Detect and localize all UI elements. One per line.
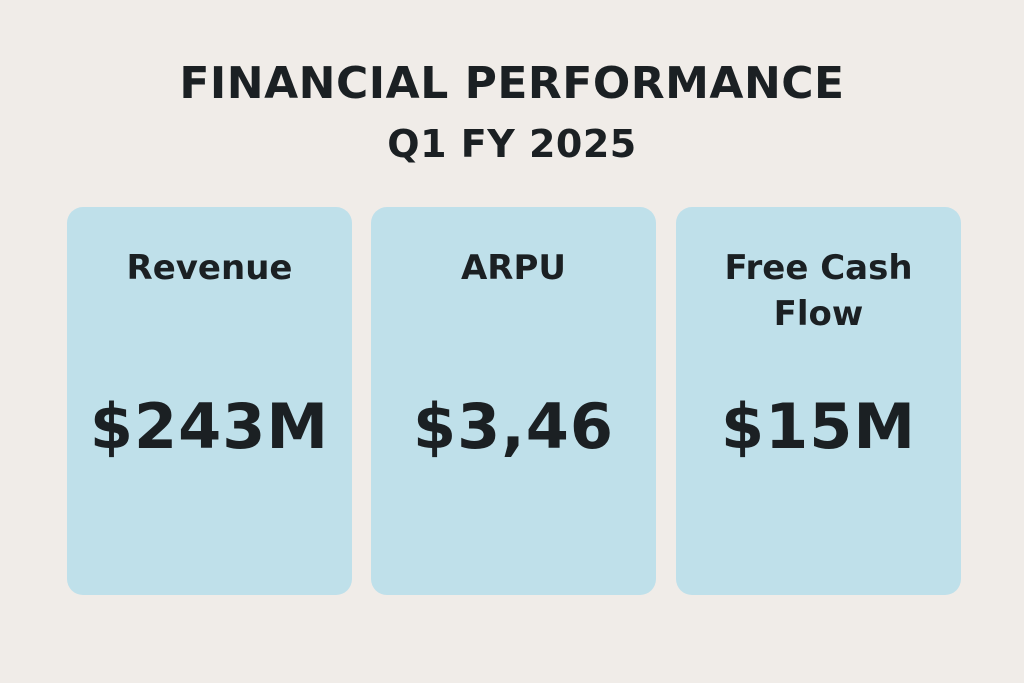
page-title: FINANCIAL PERFORMANCE — [179, 58, 845, 109]
metric-label-line: Flow — [773, 294, 864, 334]
metric-card-revenue: Revenue $243M — [67, 207, 352, 595]
metric-card-arpu: ARPU $3,46 — [371, 207, 656, 595]
metric-label: Revenue — [67, 245, 352, 291]
metric-value: $3,46 — [412, 390, 615, 463]
metric-label: ARPU — [371, 245, 656, 291]
metric-label-line: Free Cash — [724, 248, 913, 288]
metric-label-line: Revenue — [126, 248, 293, 288]
metric-card-free-cash-flow: Free Cash Flow $15M — [676, 207, 961, 595]
metric-label-line: ARPU — [460, 248, 567, 288]
metric-label: Free Cash Flow — [676, 245, 961, 337]
page-subtitle: Q1 FY 2025 — [387, 122, 637, 166]
metric-value: $15M — [720, 390, 917, 463]
metric-value: $243M — [89, 390, 330, 463]
